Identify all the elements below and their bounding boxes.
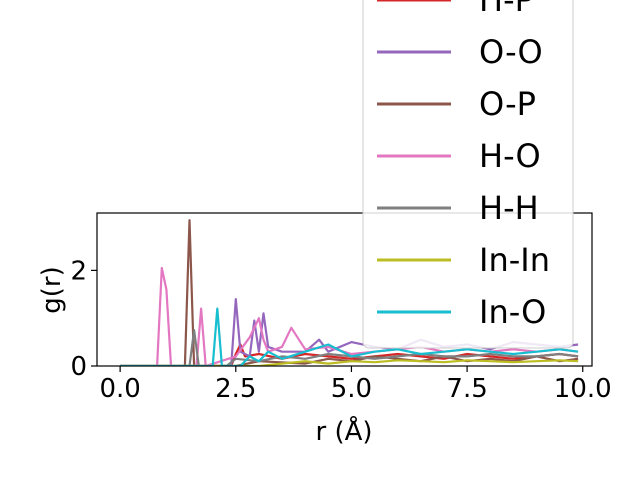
x-axis-ticks: 0.0 2.5 5.0 7.5 10.0: [99, 366, 612, 404]
legend-label-o-p: O-P: [479, 85, 536, 123]
x-axis-label: r (Å): [315, 415, 372, 447]
series-line-in-in: [120, 359, 579, 366]
y-tick-label: 2: [70, 256, 87, 286]
x-tick-label: 2.5: [215, 374, 256, 404]
x-tick-label: 7.5: [446, 374, 487, 404]
legend-label-in-in: In-In: [479, 241, 550, 279]
y-axis-ticks: 02: [70, 256, 97, 382]
legend-label-h-o: H-O: [479, 137, 541, 175]
series-layer: [120, 219, 579, 366]
series-line-in-o: [120, 307, 579, 366]
legend-label-in-o: In-O: [479, 293, 546, 331]
x-tick-label: 0.0: [99, 374, 140, 404]
legend-label-o-o: O-O: [479, 33, 543, 71]
x-tick-label: 10.0: [554, 374, 612, 404]
y-axis-label: g(r): [37, 266, 67, 313]
legend: H-P O-O O-P H-O H-H In-In In-O: [362, 0, 574, 349]
legend-label-h-p: H-P: [479, 0, 534, 19]
legend-label-h-h: H-H: [479, 189, 539, 227]
x-tick-label: 5.0: [331, 374, 372, 404]
y-tick-label: 0: [70, 352, 87, 382]
plot-frame: [96, 212, 593, 367]
